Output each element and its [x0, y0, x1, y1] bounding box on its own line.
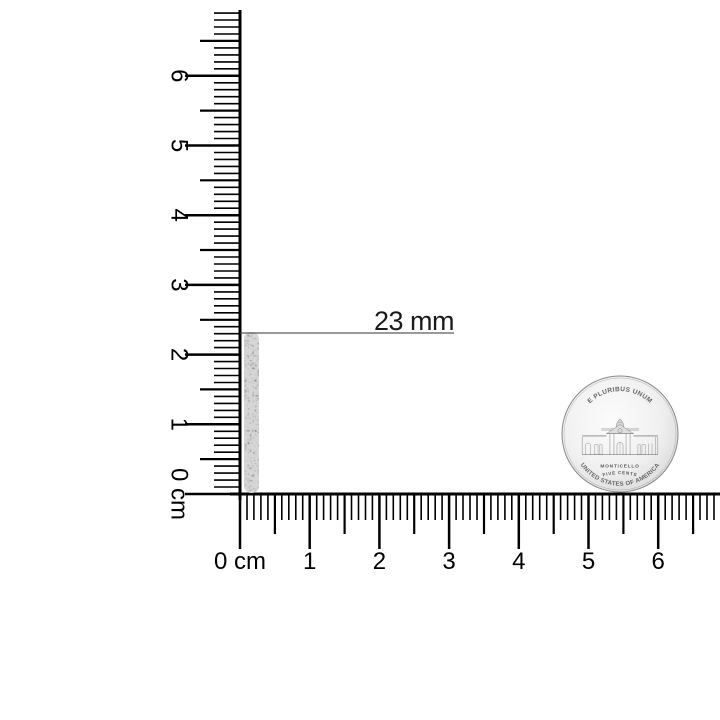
svg-text:6: 6 [166, 69, 193, 82]
svg-text:0 cm: 0 cm [214, 548, 266, 575]
svg-text:5: 5 [166, 139, 193, 152]
svg-text:5: 5 [582, 548, 595, 575]
svg-text:0 cm: 0 cm [166, 468, 193, 520]
svg-text:6: 6 [652, 548, 665, 575]
svg-text:1: 1 [166, 418, 193, 431]
svg-text:2: 2 [166, 348, 193, 361]
svg-text:MONTICELLO: MONTICELLO [600, 464, 639, 470]
svg-text:2: 2 [373, 548, 386, 575]
svg-text:23 mm: 23 mm [374, 306, 454, 336]
svg-text:4: 4 [166, 209, 193, 222]
svg-text:3: 3 [166, 278, 193, 291]
svg-text:1: 1 [303, 548, 316, 575]
svg-text:3: 3 [442, 548, 455, 575]
svg-text:4: 4 [512, 548, 525, 575]
